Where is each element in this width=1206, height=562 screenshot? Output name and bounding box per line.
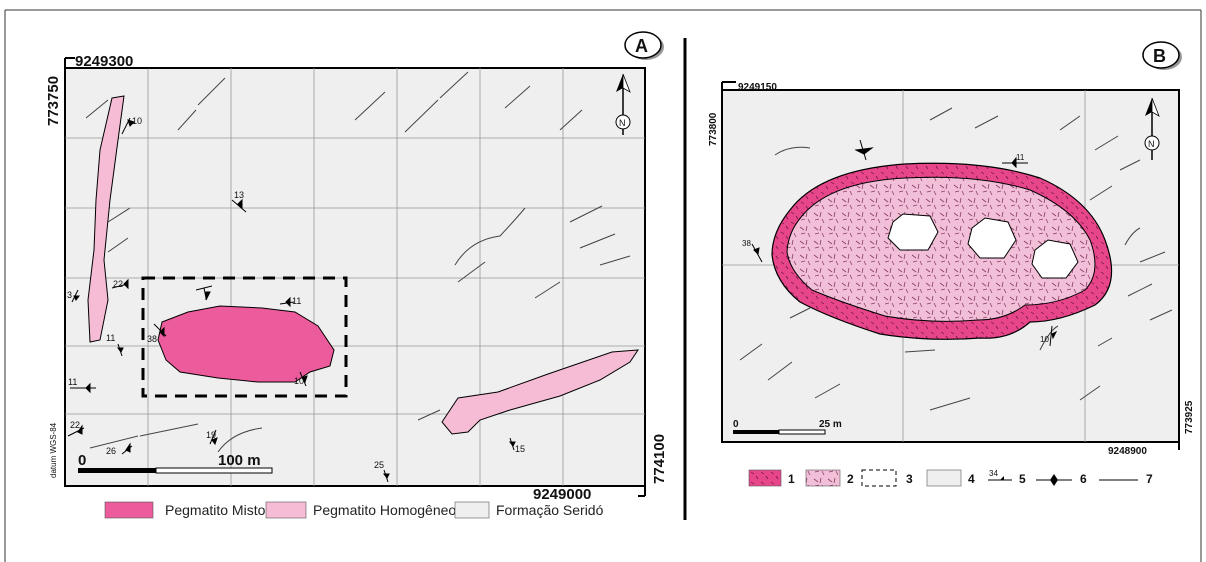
dip-label: 11 <box>1016 153 1025 162</box>
pegmatito-homogeneo-body <box>441 349 639 435</box>
legend-a: Pegmatito Misto Pegmatito Homogêneo Form… <box>104 501 604 519</box>
dip-label: 38 <box>742 239 751 248</box>
dip-label: 10 <box>132 116 142 126</box>
map-a-foliation <box>85 71 631 453</box>
svg-text:7: 7 <box>1146 472 1153 486</box>
quartz-core <box>967 217 1017 259</box>
dip-label: 38 <box>147 334 157 344</box>
svg-text:6: 6 <box>1080 472 1087 486</box>
map-b-dip-symbols <box>751 139 1058 347</box>
legend-swatch-1 <box>748 469 782 487</box>
scale-bar-b: 0 25 m <box>733 419 842 435</box>
svg-text:0: 0 <box>733 419 739 430</box>
map-b-dip-labels: 11 38 10 <box>742 153 1049 344</box>
svg-text:N: N <box>1148 139 1155 149</box>
dip-label: 25 <box>374 460 384 470</box>
detail-area-box <box>141 276 348 398</box>
svg-text:25 m: 25 m <box>819 419 842 430</box>
coord-bottom: 9249000 <box>533 486 591 503</box>
north-arrow-icon: N <box>1144 97 1160 160</box>
coord-top: 9249300 <box>75 53 133 70</box>
dip-label: 3 <box>67 290 72 300</box>
svg-text:B: B <box>1153 46 1166 66</box>
dip-label: 10 <box>1040 335 1049 344</box>
pegmatito-homogeneo-body <box>87 95 125 343</box>
dip-label: 11 <box>68 377 77 387</box>
coord-right-b: 773925 <box>1184 400 1195 434</box>
dip-label: 19 <box>206 430 216 440</box>
svg-text:0: 0 <box>78 452 86 469</box>
map-a-dip-symbols <box>67 117 516 483</box>
legend-swatch-3 <box>861 469 897 487</box>
map-b-foliation <box>739 107 1173 411</box>
legend-label-misto: Pegmatito Misto <box>165 502 266 518</box>
svg-text:100 m: 100 m <box>218 452 261 469</box>
svg-text:3: 3 <box>906 472 913 486</box>
map-a: 10 13 3 22 11 38 11 10 11 22 26 19 25 15… <box>45 31 668 519</box>
coord-top-b: 9249150 <box>738 82 777 93</box>
coord-right: 774100 <box>651 434 668 484</box>
north-arrow-icon: N <box>615 73 631 135</box>
legend-swatch-misto <box>104 501 154 519</box>
svg-text:1: 1 <box>788 472 795 486</box>
map-a-dip-labels: 10 13 3 22 11 38 11 10 11 22 26 19 25 15 <box>67 116 525 470</box>
dip-label: 22 <box>70 420 80 430</box>
dip-label: 26 <box>106 446 116 456</box>
panel-label-b: B <box>1142 41 1182 70</box>
dip-label: 11 <box>292 296 301 306</box>
datum-label: datum WGS-84 <box>49 422 58 478</box>
dip-label: 15 <box>515 444 525 454</box>
svg-text:5: 5 <box>1019 472 1026 486</box>
coord-left-b: 773800 <box>708 112 719 146</box>
svg-text:A: A <box>635 36 648 56</box>
north-label: N <box>619 118 626 128</box>
quartz-core <box>1031 239 1079 279</box>
dip-label: 22 <box>113 279 123 289</box>
svg-text:2: 2 <box>847 472 854 486</box>
coord-left: 773750 <box>45 76 62 126</box>
svg-text:4: 4 <box>968 472 975 486</box>
legend-b: 1 2 3 4 34 5 6 7 <box>748 469 1153 487</box>
legend-dip-value: 34 <box>989 469 998 478</box>
legend-swatch-4 <box>926 469 962 487</box>
pegmatito-misto-body <box>157 305 335 383</box>
dip-label: 13 <box>234 190 244 200</box>
map-b: 11 38 10 N B 9249150 773800 773925 92489… <box>708 41 1195 487</box>
legend-label-homogeneo: Pegmatito Homogêneo <box>313 502 456 518</box>
legend-swatch-serido <box>454 501 490 519</box>
panel-label-a: A <box>624 31 664 60</box>
coord-bottom-b: 9248900 <box>1108 446 1147 457</box>
legend-swatch-2 <box>805 469 841 487</box>
legend-swatch-homogeneo <box>265 501 307 519</box>
dip-label: 11 <box>106 333 115 343</box>
scale-bar-a: 0 100 m <box>78 452 273 474</box>
dip-label: 10 <box>294 376 304 386</box>
pegmatito-homogeneo-core <box>786 176 1096 322</box>
legend-label-serido: Formação Seridó <box>496 502 604 518</box>
quartz-core <box>887 213 939 251</box>
